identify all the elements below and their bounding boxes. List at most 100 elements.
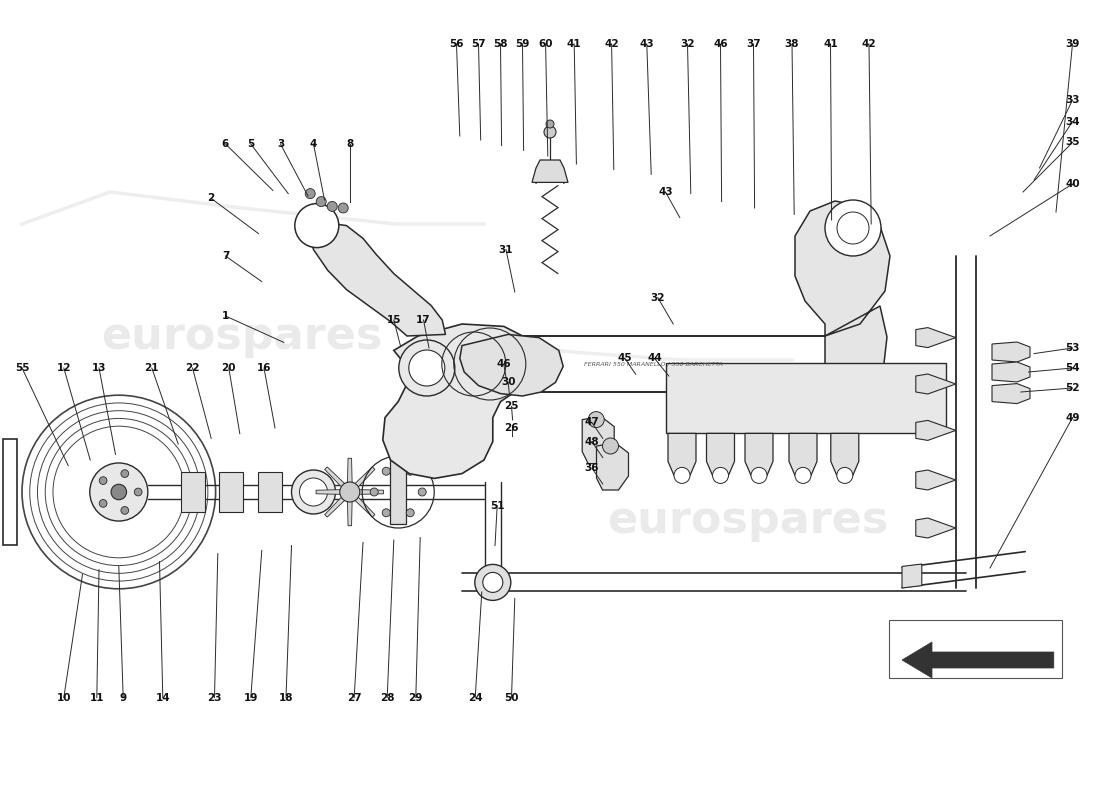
- Text: 19: 19: [243, 693, 258, 702]
- Text: 20: 20: [221, 363, 236, 373]
- Polygon shape: [789, 434, 817, 475]
- Polygon shape: [916, 421, 956, 440]
- Circle shape: [713, 467, 728, 483]
- Text: 24: 24: [468, 693, 483, 702]
- Text: 9: 9: [120, 693, 127, 702]
- Polygon shape: [460, 334, 563, 396]
- Circle shape: [795, 467, 811, 483]
- Circle shape: [295, 204, 339, 248]
- Text: 52: 52: [1065, 383, 1080, 393]
- Text: 18: 18: [278, 693, 294, 702]
- Text: 3: 3: [277, 139, 284, 149]
- Polygon shape: [348, 500, 352, 526]
- Circle shape: [121, 506, 129, 514]
- Polygon shape: [532, 160, 568, 182]
- Circle shape: [99, 477, 107, 485]
- Polygon shape: [916, 328, 956, 347]
- Text: 35: 35: [1065, 138, 1080, 147]
- Text: FERRARI 550 MARANELLO / 550 BARCHETTA: FERRARI 550 MARANELLO / 550 BARCHETTA: [584, 362, 723, 366]
- Text: 46: 46: [713, 39, 728, 49]
- Text: 1: 1: [222, 311, 229, 321]
- Circle shape: [121, 470, 129, 478]
- Text: 39: 39: [1065, 39, 1080, 49]
- Text: 57: 57: [471, 39, 486, 49]
- Polygon shape: [902, 564, 922, 588]
- Text: 26: 26: [504, 423, 519, 433]
- Circle shape: [371, 488, 378, 496]
- Circle shape: [316, 197, 327, 206]
- Polygon shape: [902, 642, 1054, 678]
- Circle shape: [406, 509, 415, 517]
- Circle shape: [292, 470, 336, 514]
- Polygon shape: [706, 434, 735, 475]
- Text: 34: 34: [1065, 117, 1080, 126]
- Text: 58: 58: [493, 39, 508, 49]
- Polygon shape: [470, 332, 482, 396]
- Text: 53: 53: [1065, 343, 1080, 353]
- Polygon shape: [992, 362, 1030, 382]
- Text: 7: 7: [222, 251, 229, 261]
- Polygon shape: [348, 458, 352, 484]
- Text: 41: 41: [823, 39, 838, 49]
- Text: 33: 33: [1065, 95, 1080, 105]
- Polygon shape: [916, 470, 956, 490]
- Text: 28: 28: [379, 693, 395, 702]
- Text: 49: 49: [1065, 413, 1080, 422]
- Text: 8: 8: [346, 139, 353, 149]
- Text: 41: 41: [566, 39, 582, 49]
- Polygon shape: [308, 222, 446, 336]
- Text: 38: 38: [784, 39, 800, 49]
- Text: 11: 11: [89, 693, 104, 702]
- Circle shape: [603, 438, 618, 454]
- Polygon shape: [916, 374, 956, 394]
- Text: 54: 54: [1065, 363, 1080, 373]
- Text: 4: 4: [310, 139, 317, 149]
- Text: 55: 55: [14, 363, 30, 373]
- Text: 27: 27: [346, 693, 362, 702]
- Circle shape: [382, 509, 390, 517]
- Polygon shape: [257, 472, 282, 512]
- Polygon shape: [668, 434, 696, 475]
- Polygon shape: [219, 472, 243, 512]
- Circle shape: [90, 463, 147, 521]
- Polygon shape: [992, 342, 1030, 362]
- Text: 23: 23: [207, 693, 222, 702]
- Polygon shape: [795, 201, 890, 397]
- Text: 42: 42: [861, 39, 877, 49]
- Text: 47: 47: [584, 418, 600, 427]
- Text: 32: 32: [650, 293, 666, 302]
- Polygon shape: [390, 460, 406, 524]
- Circle shape: [409, 350, 444, 386]
- Text: 60: 60: [538, 39, 553, 49]
- Text: 59: 59: [515, 39, 530, 49]
- Circle shape: [406, 467, 415, 475]
- Circle shape: [483, 573, 503, 592]
- Text: 51: 51: [490, 501, 505, 510]
- Polygon shape: [666, 363, 946, 434]
- Polygon shape: [596, 443, 628, 490]
- Text: eurospares: eurospares: [101, 314, 383, 358]
- Circle shape: [588, 411, 604, 427]
- Circle shape: [825, 200, 881, 256]
- Polygon shape: [992, 384, 1030, 403]
- Circle shape: [544, 126, 556, 138]
- Circle shape: [134, 488, 142, 496]
- Text: 37: 37: [746, 39, 761, 49]
- Polygon shape: [353, 496, 375, 517]
- Circle shape: [751, 467, 767, 483]
- Text: 5: 5: [248, 139, 254, 149]
- Text: 32: 32: [680, 39, 695, 49]
- Polygon shape: [830, 434, 859, 475]
- Circle shape: [674, 467, 690, 483]
- Text: 22: 22: [185, 363, 200, 373]
- Polygon shape: [316, 490, 342, 494]
- Text: 14: 14: [155, 693, 170, 702]
- Text: 56: 56: [449, 39, 464, 49]
- Polygon shape: [383, 324, 534, 478]
- Text: eurospares: eurospares: [607, 498, 889, 542]
- Circle shape: [399, 340, 454, 396]
- Text: 50: 50: [504, 693, 519, 702]
- Text: 2: 2: [208, 194, 214, 203]
- Text: 6: 6: [222, 139, 229, 149]
- Text: 15: 15: [386, 315, 402, 325]
